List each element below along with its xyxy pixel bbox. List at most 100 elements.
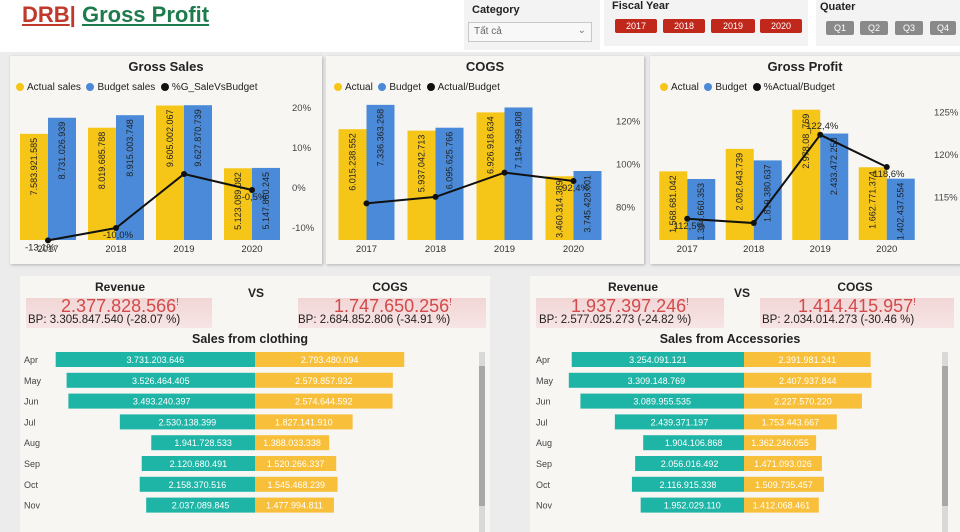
x-tick-label: 2017 <box>356 244 377 255</box>
ratio-label: -0,5% <box>242 192 267 203</box>
value-text: 1.747.650.256 <box>334 296 450 316</box>
bar-actual <box>571 352 744 367</box>
legend-item: Actual sales <box>27 82 81 93</box>
y2-tick-label: 100% <box>616 160 641 171</box>
data-label: 3.460.314.389 <box>555 180 565 238</box>
y-tick-label: Sep <box>536 459 552 469</box>
bar-cogs <box>744 414 837 430</box>
data-label: 2.574.644.592 <box>295 397 353 407</box>
data-label: 3.526.464.405 <box>132 376 190 386</box>
ratio-point <box>113 225 119 231</box>
y2-tick-label: -10% <box>292 223 315 234</box>
ratio-point <box>249 187 255 193</box>
data-label: 6.095.625.766 <box>445 132 455 190</box>
quarter-chip-q1[interactable]: Q1 <box>826 21 854 35</box>
left-revenue-highlight <box>26 298 212 328</box>
ratio-label: -13,1% <box>25 242 56 253</box>
data-label: 7.194.399.808 <box>514 111 524 169</box>
quarter-chip-q3[interactable]: Q3 <box>895 21 923 35</box>
y-tick-label: Jul <box>536 417 548 427</box>
brand-prefix: DRB <box>22 2 70 27</box>
data-label: 2.793.480.094 <box>301 355 359 365</box>
bar-actual <box>88 127 116 240</box>
legend-dot-ratio <box>752 83 761 91</box>
y-tick-label: Oct <box>536 480 551 490</box>
quarter-chip-q2[interactable]: Q2 <box>860 21 888 35</box>
x-tick-label: 2020 <box>563 244 584 255</box>
ratio-point <box>181 171 187 177</box>
bar-budget <box>48 117 76 240</box>
data-label: 1.753.443.667 <box>762 417 820 427</box>
bar-actual <box>659 171 688 240</box>
y-tick-label: Jun <box>24 397 39 407</box>
data-label: 8.731.026.939 <box>57 122 67 180</box>
bar-budget <box>573 171 602 240</box>
ratio-point <box>883 164 890 171</box>
bar-budget <box>820 133 849 240</box>
fiscal-year-chip-2018[interactable]: 2018 <box>663 19 705 33</box>
y-tick-label: Aug <box>536 438 552 448</box>
bar-budget <box>184 105 212 240</box>
data-label: 2.056.016.492 <box>661 459 719 469</box>
y-tick-label: Oct <box>24 480 39 490</box>
y-tick-label: Jun <box>536 397 551 407</box>
data-label: 2.978.08_769 <box>801 114 811 169</box>
quarter-chip-q4[interactable]: Q4 <box>930 21 956 35</box>
right-vs-label: VS <box>734 286 751 300</box>
data-label: 1.819.380.637 <box>763 164 773 222</box>
y-tick-label: Apr <box>536 355 550 365</box>
legend-dot-actual <box>334 83 342 91</box>
bar-actual <box>568 372 744 388</box>
category-dropdown[interactable]: Tất cả ⌄ <box>468 22 592 42</box>
accessories-scroll-thumb[interactable] <box>942 366 948 506</box>
y-tick-label: May <box>24 376 42 386</box>
fiscal-year-chip-2020[interactable]: 2020 <box>760 19 802 33</box>
bar-actual <box>141 456 255 471</box>
bar-actual <box>407 130 436 240</box>
left-revenue-label: Revenue <box>94 280 146 294</box>
legend-item: %Actual/Budget <box>763 82 835 93</box>
ratio-label: 118,6% <box>873 169 905 180</box>
y2-tick-label: 120% <box>934 150 959 161</box>
data-label: 2.082.643.739 <box>735 153 745 211</box>
ratio-point <box>684 215 691 222</box>
bar-cogs <box>744 393 862 409</box>
fiscal-year-chip-2017[interactable]: 2017 <box>615 19 657 33</box>
brand-separator: | <box>69 2 76 27</box>
x-tick-label: 2020 <box>241 244 262 255</box>
fiscal-year-chip-2019[interactable]: 2019 <box>711 19 755 33</box>
y2-tick-label: 80% <box>616 203 636 214</box>
data-label: 6.015.238.552 <box>348 133 358 191</box>
cogs-title: COGS <box>465 59 505 74</box>
clothing-scroll-thumb[interactable] <box>479 366 485 506</box>
bar-budget <box>435 127 464 240</box>
ratio-point <box>750 220 757 227</box>
bar-actual <box>545 176 574 240</box>
right-revenue-highlight <box>536 298 724 328</box>
data-label: 1.471.093.026 <box>754 459 812 469</box>
y-tick-label: Apr <box>24 355 38 365</box>
y-tick-label: Aug <box>24 438 40 448</box>
data-label: 9.627.870.739 <box>193 109 203 167</box>
cogs-legend: Actual Budget Actual/Budget <box>334 82 500 93</box>
data-label: 1.477.994.811 <box>266 501 323 511</box>
ratio-label: 92,4% <box>562 183 589 194</box>
bar-actual <box>119 414 255 430</box>
accessories-title: Sales from Accessories <box>659 332 801 346</box>
data-label: 1.388.033.338 <box>263 438 321 448</box>
bar-budget <box>886 178 915 240</box>
data-label: 6.926.918.634 <box>486 116 496 174</box>
y-tick-label: Jul <box>24 417 36 427</box>
legend-dot-budget <box>704 83 713 91</box>
data-label: 1.904.106.868 <box>665 438 723 448</box>
bar-cogs <box>744 456 822 471</box>
bar-budget <box>687 178 716 240</box>
data-label: 3.731.203.646 <box>127 355 185 365</box>
data-label: 2.037.089.845 <box>172 501 230 511</box>
x-tick-label: 2018 <box>425 244 446 255</box>
ratio-label: -10,0% <box>103 230 134 241</box>
ratio-point <box>570 177 577 184</box>
data-label: 2.158.370.516 <box>169 480 227 490</box>
x-tick-label: 2019 <box>494 244 515 255</box>
y2-tick-label: 120% <box>616 117 641 128</box>
